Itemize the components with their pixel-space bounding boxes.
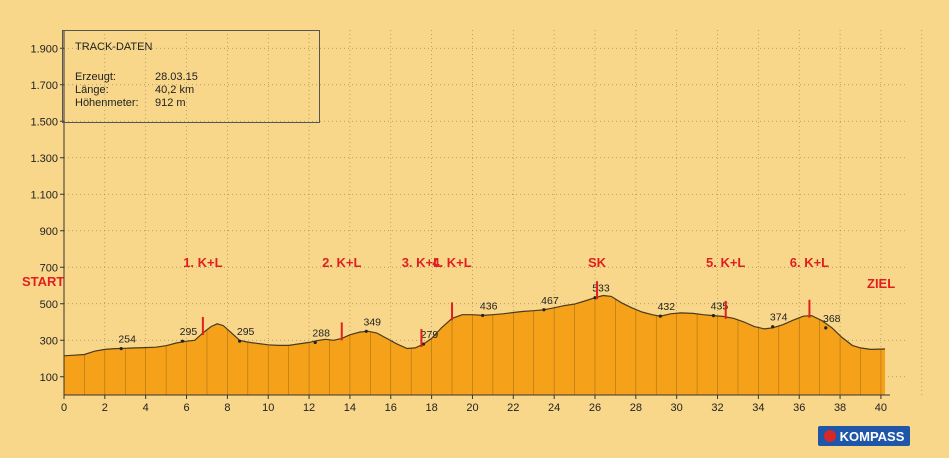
y-tick-label: 500 bbox=[40, 299, 58, 311]
elevation-point bbox=[824, 326, 828, 330]
x-tick-label: 32 bbox=[711, 402, 723, 414]
checkpoint-label: 1. K+L bbox=[183, 255, 222, 270]
elevation-point bbox=[542, 308, 546, 312]
y-tick-label: 1.500 bbox=[30, 116, 58, 128]
track-data-value: 28.03.15 bbox=[155, 71, 198, 83]
elevation-line bbox=[63, 294, 886, 357]
elevation-point-label: 436 bbox=[480, 300, 498, 312]
start-label: START bbox=[22, 274, 64, 289]
kompass-logo-text: KOMPASS bbox=[839, 428, 905, 444]
track-data-key: Länge: bbox=[75, 84, 109, 96]
y-tick-label: 1.300 bbox=[30, 153, 58, 165]
elevation-point bbox=[364, 329, 368, 333]
x-tick-label: 40 bbox=[875, 402, 887, 414]
checkpoint-label: 4. K+L bbox=[432, 255, 471, 270]
elevation-point bbox=[313, 340, 317, 345]
elevation-point-label: 374 bbox=[770, 312, 788, 324]
elevation-point-label: 368 bbox=[823, 313, 841, 325]
elevation-point-label: 295 bbox=[180, 326, 198, 338]
elevation-point bbox=[481, 313, 485, 318]
y-tick-label: 1.900 bbox=[30, 43, 58, 55]
x-tick-label: 22 bbox=[507, 402, 519, 414]
track-data-title: TRACK-DATEN bbox=[75, 41, 153, 53]
elevation-point-label: 349 bbox=[363, 316, 381, 328]
elevation-area bbox=[64, 295, 885, 395]
track-data-key: Erzeugt: bbox=[75, 71, 116, 83]
x-tick-label: 12 bbox=[303, 402, 315, 414]
elevation-point bbox=[711, 314, 716, 318]
track-data-key: Höhenmeter: bbox=[75, 97, 139, 109]
x-tick-label: 10 bbox=[262, 402, 274, 414]
track-data-value: 912 m bbox=[155, 97, 186, 109]
elevation-point bbox=[119, 347, 123, 351]
x-tick-label: 4 bbox=[143, 402, 149, 414]
elevation-point bbox=[180, 339, 185, 343]
x-tick-label: 28 bbox=[630, 402, 642, 414]
x-tick-label: 38 bbox=[834, 402, 846, 414]
x-tick-label: 24 bbox=[548, 402, 560, 414]
x-tick-label: 20 bbox=[466, 402, 478, 414]
x-tick-label: 36 bbox=[793, 402, 805, 414]
elevation-point-label: 288 bbox=[312, 327, 330, 339]
elevation-point bbox=[238, 339, 242, 343]
elevation-point bbox=[658, 314, 662, 318]
elevation-point-label: 254 bbox=[118, 334, 136, 346]
elevation-point bbox=[771, 325, 775, 329]
y-tick-label: 100 bbox=[40, 372, 58, 384]
x-tick-label: 6 bbox=[183, 402, 189, 414]
y-tick-label: 300 bbox=[40, 335, 58, 347]
elevation-point-label: 432 bbox=[658, 301, 676, 313]
elevation-point bbox=[593, 296, 597, 300]
checkpoint-label: 6. K+L bbox=[790, 255, 829, 270]
x-tick-label: 2 bbox=[102, 402, 108, 414]
y-tick-label: 1.700 bbox=[30, 80, 58, 92]
elevation-point-label: 295 bbox=[237, 326, 255, 338]
y-tick-label: 1.100 bbox=[30, 189, 58, 201]
x-tick-label: 0 bbox=[61, 402, 67, 414]
elevation-point bbox=[421, 342, 426, 346]
finish-label: ZIEL bbox=[867, 276, 895, 291]
checkpoint-label: 2. K+L bbox=[322, 255, 361, 270]
checkpoint-label: SK bbox=[588, 255, 607, 270]
checkpoint-label: 5. K+L bbox=[706, 255, 745, 270]
x-tick-label: 26 bbox=[589, 402, 601, 414]
checkpoint-label: 3. K+L bbox=[402, 255, 441, 270]
kompass-logo: KOMPASS bbox=[818, 426, 910, 446]
x-tick-label: 18 bbox=[425, 402, 437, 414]
y-tick-label: 900 bbox=[40, 226, 58, 238]
track-data-value: 40,2 km bbox=[155, 84, 195, 96]
x-tick-label: 34 bbox=[752, 402, 764, 414]
elevation-point-label: 533 bbox=[592, 283, 610, 295]
kompass-logo-icon bbox=[823, 430, 836, 442]
x-tick-label: 30 bbox=[671, 402, 683, 414]
x-tick-label: 16 bbox=[385, 402, 397, 414]
x-tick-label: 8 bbox=[224, 402, 230, 414]
y-tick-label: 700 bbox=[40, 262, 58, 274]
elevation-point-label: 279 bbox=[421, 329, 439, 341]
elevation-point-label: 435 bbox=[711, 301, 729, 313]
track-data-box: TRACK-DATEN Erzeugt: 28.03.15 Länge: 40,… bbox=[62, 30, 320, 123]
x-tick-label: 14 bbox=[344, 402, 356, 414]
elevation-point-label: 467 bbox=[541, 295, 559, 307]
